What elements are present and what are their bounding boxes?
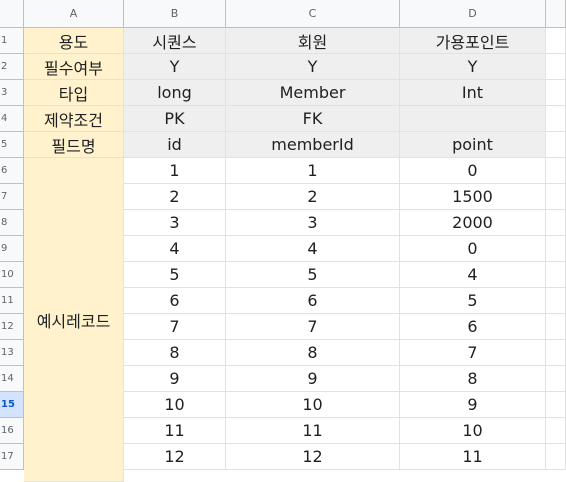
data-cell[interactable]: 8 [124, 340, 226, 366]
empty-cell[interactable] [546, 54, 566, 80]
header-cell[interactable]: id [124, 132, 226, 158]
empty-cell[interactable] [546, 418, 566, 444]
data-cell[interactable]: 9 [400, 392, 546, 418]
data-cell[interactable]: 1500 [400, 184, 546, 210]
field-label-cell[interactable]: 필수여부 [24, 54, 124, 80]
data-cell[interactable]: 6 [400, 314, 546, 340]
row-header-1[interactable]: 1 [0, 28, 24, 54]
empty-cell[interactable] [546, 444, 566, 470]
row-header-3[interactable]: 3 [0, 80, 24, 106]
row-header-17[interactable]: 17 [0, 444, 24, 470]
header-cell[interactable]: long [124, 80, 226, 106]
example-records-label[interactable]: 예시레코드 [24, 158, 124, 482]
header-cell[interactable]: Member [226, 80, 400, 106]
header-cell[interactable]: Y [400, 54, 546, 80]
row-header-11[interactable]: 11 [0, 288, 24, 314]
data-cell[interactable]: 10 [226, 392, 400, 418]
header-cell[interactable]: 시퀀스 [124, 28, 226, 54]
column-header-d[interactable]: D [400, 0, 546, 28]
data-cell[interactable]: 9 [226, 366, 400, 392]
column-header-e[interactable] [546, 0, 566, 28]
empty-cell[interactable] [546, 340, 566, 366]
row-header-6[interactable]: 6 [0, 158, 24, 184]
data-cell[interactable]: 12 [226, 444, 400, 470]
data-cell[interactable]: 11 [226, 418, 400, 444]
header-cell[interactable]: Int [400, 80, 546, 106]
row-header-5[interactable]: 5 [0, 132, 24, 158]
data-cell[interactable]: 1 [124, 158, 226, 184]
empty-cell[interactable] [546, 28, 566, 54]
row-header-9[interactable]: 9 [0, 236, 24, 262]
row-header-8[interactable]: 8 [0, 210, 24, 236]
data-cell[interactable]: 1 [226, 158, 400, 184]
header-cell[interactable]: point [400, 132, 546, 158]
empty-cell[interactable] [546, 80, 566, 106]
field-label-cell[interactable]: 필드명 [24, 132, 124, 158]
empty-cell[interactable] [546, 210, 566, 236]
header-cell[interactable]: Y [226, 54, 400, 80]
header-cell[interactable]: 가용포인트 [400, 28, 546, 54]
row-header-15[interactable]: 15 [0, 392, 24, 418]
select-all-corner[interactable] [0, 0, 24, 28]
row-header-7[interactable]: 7 [0, 184, 24, 210]
field-label-cell[interactable]: 제약조건 [24, 106, 124, 132]
row-header-4[interactable]: 4 [0, 106, 24, 132]
data-cell[interactable]: 11 [400, 444, 546, 470]
data-cell[interactable]: 0 [400, 158, 546, 184]
empty-cell[interactable] [546, 288, 566, 314]
data-cell[interactable]: 4 [226, 236, 400, 262]
header-cell[interactable]: Y [124, 54, 226, 80]
data-cell[interactable]: 4 [124, 236, 226, 262]
column-header-c[interactable]: C [226, 0, 400, 28]
data-cell[interactable]: 5 [400, 288, 546, 314]
data-cell[interactable]: 2 [226, 184, 400, 210]
empty-cell[interactable] [546, 184, 566, 210]
header-cell[interactable]: FK [226, 106, 400, 132]
row-header-12[interactable]: 12 [0, 314, 24, 340]
data-cell[interactable]: 8 [400, 366, 546, 392]
column-header-a[interactable]: A [24, 0, 124, 28]
data-cell[interactable]: 11 [124, 418, 226, 444]
data-cell[interactable]: 7 [124, 314, 226, 340]
row-header-10[interactable]: 10 [0, 262, 24, 288]
data-cell[interactable]: 4 [400, 262, 546, 288]
empty-cell[interactable] [546, 392, 566, 418]
data-cell[interactable]: 5 [226, 262, 400, 288]
data-cell[interactable]: 6 [124, 288, 226, 314]
row-header-2[interactable]: 2 [0, 54, 24, 80]
data-cell[interactable]: 2000 [400, 210, 546, 236]
data-cell[interactable]: 0 [400, 236, 546, 262]
data-cell[interactable]: 8 [226, 340, 400, 366]
empty-cell[interactable] [546, 366, 566, 392]
data-cell[interactable]: 12 [124, 444, 226, 470]
data-cell[interactable]: 7 [226, 314, 400, 340]
data-cell[interactable]: 10 [124, 392, 226, 418]
empty-cell[interactable] [546, 158, 566, 184]
column-header-b[interactable]: B [124, 0, 226, 28]
data-cell[interactable]: 6 [226, 288, 400, 314]
data-cell[interactable]: 2 [124, 184, 226, 210]
empty-cell[interactable] [546, 262, 566, 288]
data-cell[interactable]: 7 [400, 340, 546, 366]
header-cell[interactable]: memberId [226, 132, 400, 158]
data-cell[interactable]: 5 [124, 262, 226, 288]
row-header-13[interactable]: 13 [0, 340, 24, 366]
data-cell[interactable]: 10 [400, 418, 546, 444]
row-header-14[interactable]: 14 [0, 366, 24, 392]
data-cell[interactable]: 9 [124, 366, 226, 392]
header-cell[interactable]: 회원 [226, 28, 400, 54]
data-cell[interactable]: 3 [226, 210, 400, 236]
data-cell[interactable]: 3 [124, 210, 226, 236]
empty-cell[interactable] [546, 106, 566, 132]
header-cell[interactable] [400, 106, 546, 132]
field-label-cell[interactable]: 용도 [24, 28, 124, 54]
empty-cell[interactable] [546, 132, 566, 158]
row-header-16[interactable]: 16 [0, 418, 24, 444]
empty-cell[interactable] [546, 314, 566, 340]
field-label-cell[interactable]: 타입 [24, 80, 124, 106]
header-cell[interactable]: PK [124, 106, 226, 132]
empty-cell[interactable] [546, 236, 566, 262]
